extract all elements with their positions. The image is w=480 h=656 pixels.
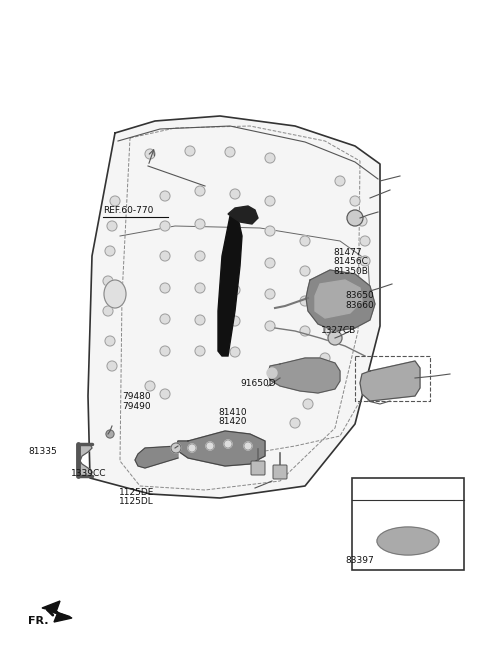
Circle shape [230,316,240,326]
Circle shape [160,389,170,399]
Circle shape [300,266,310,276]
Circle shape [160,314,170,324]
Circle shape [230,253,240,263]
Circle shape [325,326,335,336]
Circle shape [160,283,170,293]
Text: 91650D: 91650D [240,379,276,388]
Text: 1339CC: 1339CC [71,468,107,478]
Circle shape [320,353,330,363]
Circle shape [145,149,155,159]
Text: 83397: 83397 [346,556,374,565]
Circle shape [357,216,367,226]
Circle shape [335,176,345,186]
Circle shape [160,191,170,201]
Circle shape [335,276,345,286]
Text: 81456C: 81456C [334,257,369,266]
Polygon shape [268,358,340,393]
Text: 83650: 83650 [346,291,374,300]
Text: 1125DE: 1125DE [119,488,155,497]
Polygon shape [218,216,242,356]
Text: FR.: FR. [28,616,48,626]
Circle shape [107,221,117,231]
Text: 81350B: 81350B [334,266,369,276]
Circle shape [206,442,214,450]
Text: 1327CB: 1327CB [321,325,356,335]
Text: 81420: 81420 [218,417,247,426]
Circle shape [330,301,340,311]
Circle shape [160,221,170,231]
Circle shape [244,442,252,450]
Circle shape [350,196,360,206]
Circle shape [313,376,323,386]
Circle shape [230,189,240,199]
Polygon shape [42,601,72,622]
Polygon shape [88,116,380,498]
Circle shape [265,321,275,331]
Circle shape [360,256,370,266]
Text: 81477: 81477 [334,248,362,257]
Circle shape [107,361,117,371]
Circle shape [303,399,313,409]
FancyBboxPatch shape [352,478,464,570]
Circle shape [230,221,240,231]
Circle shape [110,196,120,206]
Text: 81335: 81335 [29,447,58,456]
Circle shape [265,153,275,163]
Text: 83660: 83660 [346,300,374,310]
Text: 81410: 81410 [218,407,247,417]
Circle shape [195,219,205,229]
Circle shape [300,326,310,336]
Polygon shape [315,280,362,318]
Circle shape [105,246,115,256]
FancyBboxPatch shape [251,461,265,475]
Text: 1125DL: 1125DL [119,497,154,506]
Circle shape [230,347,240,357]
Circle shape [300,236,310,246]
Polygon shape [360,361,420,401]
Circle shape [103,276,113,286]
Circle shape [360,236,370,246]
Circle shape [195,186,205,196]
Circle shape [188,444,196,452]
Polygon shape [306,270,375,331]
Circle shape [160,251,170,261]
Ellipse shape [377,527,439,555]
Circle shape [265,289,275,299]
Circle shape [195,283,205,293]
Circle shape [195,251,205,261]
Circle shape [195,346,205,356]
Circle shape [160,346,170,356]
Circle shape [300,296,310,306]
Circle shape [265,226,275,236]
Circle shape [265,196,275,206]
Circle shape [171,443,181,453]
Circle shape [265,258,275,268]
Ellipse shape [104,280,126,308]
Circle shape [145,381,155,391]
Text: 79480: 79480 [122,392,151,401]
FancyBboxPatch shape [273,465,287,479]
Circle shape [290,418,300,428]
Circle shape [185,146,195,156]
Polygon shape [78,444,92,476]
Circle shape [267,368,277,378]
Polygon shape [176,431,265,466]
Circle shape [105,336,115,346]
Text: 79490: 79490 [122,401,151,411]
Polygon shape [228,206,258,224]
Circle shape [225,147,235,157]
Circle shape [347,210,363,226]
Circle shape [195,315,205,325]
Polygon shape [135,446,178,468]
Circle shape [224,440,232,448]
Circle shape [328,331,342,345]
Circle shape [103,306,113,316]
Text: REF.60-770: REF.60-770 [103,206,154,215]
Circle shape [230,285,240,295]
Circle shape [106,430,114,438]
